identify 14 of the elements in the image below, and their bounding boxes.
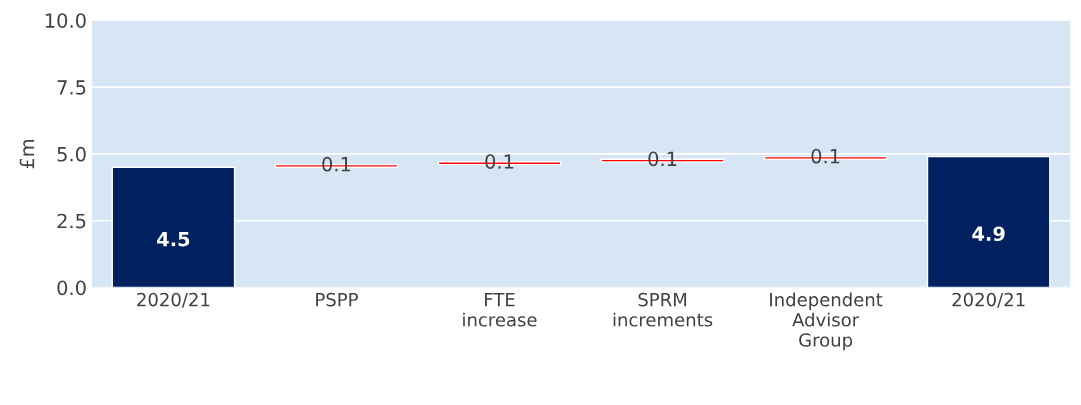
x-tick-label: 2020/21 (137, 292, 210, 308)
y-tick-label: 5.0 (57, 146, 86, 162)
y-tick-label: 10.0 (45, 13, 86, 28)
x-tick-label: Independent Advisor Group (770, 292, 883, 351)
y-tick-label: 7.5 (57, 80, 86, 95)
x-tick-label: PSPP (316, 292, 358, 307)
data-label: 4.9 (972, 226, 1005, 242)
x-tick-label: SPRM increments (613, 292, 713, 327)
data-label: 4.5 (157, 231, 190, 247)
y-axis-title: £m (19, 139, 35, 169)
y-tick-label: 2.5 (57, 213, 86, 229)
x-tick-label: 2020/21 (952, 292, 1025, 308)
x-tick-label: FTE increase (463, 292, 537, 327)
y-tick-label: 0.0 (57, 280, 86, 296)
